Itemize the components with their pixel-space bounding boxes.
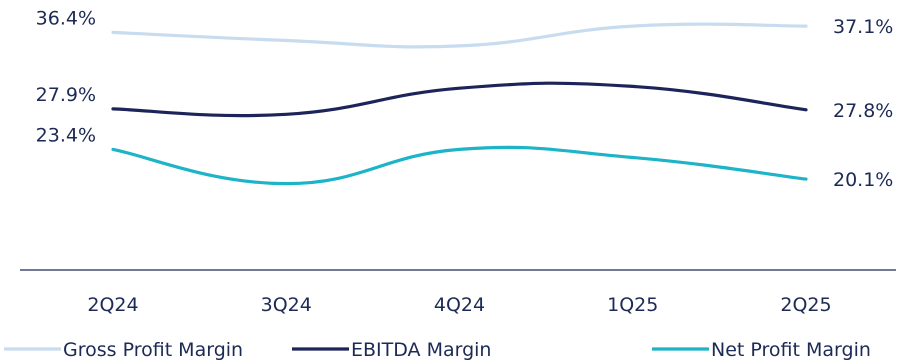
x-tick-label: 4Q24 bbox=[434, 294, 485, 316]
x-tick-label: 2Q24 bbox=[87, 294, 138, 316]
x-tick-label: 3Q24 bbox=[261, 294, 312, 316]
legend-item-net-profit-margin: Net Profit Margin bbox=[652, 339, 871, 361]
ebitda-margin-end-label: 27.8% bbox=[833, 100, 893, 122]
data-labels: 36.4% 37.1% 27.9% 27.8% 23.4% 20.1% bbox=[36, 7, 894, 191]
x-tick-label: 1Q25 bbox=[607, 294, 658, 316]
gross-profit-margin-line bbox=[111, 22, 808, 49]
legend-label: Gross Profit Margin bbox=[63, 339, 243, 361]
net-profit-margin-line bbox=[111, 145, 808, 186]
gross-profit-margin-end-label: 37.1% bbox=[833, 16, 893, 38]
legend-label: Net Profit Margin bbox=[711, 339, 871, 361]
net-profit-margin-start-label: 23.4% bbox=[36, 124, 96, 146]
net-profit-margin-end-label: 20.1% bbox=[833, 169, 893, 191]
gross-profit-margin-start-label: 36.4% bbox=[36, 7, 96, 29]
x-tick-label: 2Q25 bbox=[780, 294, 831, 316]
ebitda-margin-line bbox=[111, 81, 808, 118]
series-lines bbox=[111, 22, 808, 186]
legend-item-gross-profit-margin: Gross Profit Margin bbox=[4, 339, 243, 361]
legend-label: EBITDA Margin bbox=[351, 339, 491, 361]
x-axis-ticks: 2Q24 3Q24 4Q24 1Q25 2Q25 bbox=[87, 294, 831, 316]
ebitda-margin-start-label: 27.9% bbox=[36, 84, 96, 106]
legend-item-ebitda-margin: EBITDA Margin bbox=[292, 339, 491, 361]
legend: Gross Profit Margin EBITDA Margin Net Prof… bbox=[4, 339, 871, 361]
